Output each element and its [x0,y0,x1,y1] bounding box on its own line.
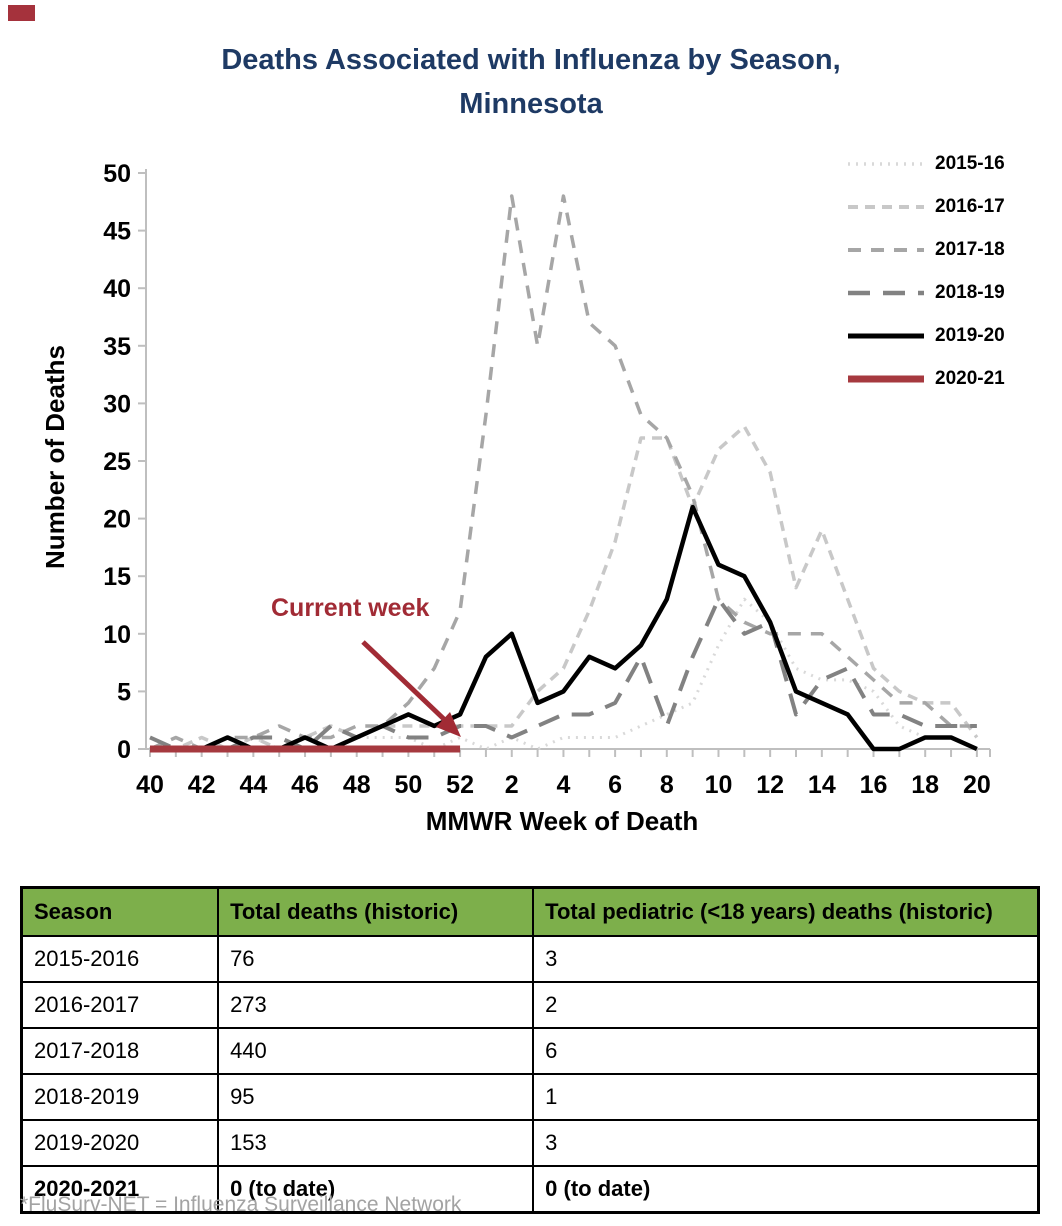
pediatric-deaths-cell: 3 [532,1119,1040,1167]
chart-legend: 2015-16 2016-17 2017-18 2018-19 2019-20 2020-… [846,142,1005,400]
chart-title: Deaths Associated with Influenza by Seas… [0,38,1062,126]
col-header-pediatric: Total pediatric (<18 years) deaths (hist… [532,886,1040,937]
legend-item-2019-20: 2019-20 [846,314,1005,357]
x-tick-label: 14 [808,771,836,799]
current-week-annotation: Current week [271,594,430,622]
table-header-row: Season Total deaths (historic) Total ped… [20,886,1040,937]
legend-line-swatch [848,247,924,252]
y-tick-label: 20 [103,506,131,534]
y-axis-title: Number of Deaths [40,345,70,569]
table-row: 2015-2016 76 3 [20,935,1040,983]
legend-item-2017-18: 2017-18 [846,228,1005,271]
total-deaths-cell: 76 [217,935,535,983]
series-line-2018-19 [149,597,977,751]
x-tick-label: 18 [911,771,939,799]
legend-item-2016-17: 2016-17 [846,185,1005,228]
table-row: 2016-2017 273 2 [20,981,1040,1029]
y-tick-label: 10 [103,621,131,649]
legend-item-2020-21: 2020-21 [846,357,1005,400]
chart-title-line1: Deaths Associated with Influenza by Seas… [221,44,841,76]
series-line-2016-17 [150,424,979,751]
series-line-2017-18 [149,194,977,751]
legend-line-swatch [848,290,924,295]
legend-label: 2019-20 [935,324,1005,346]
total-deaths-cell: 440 [217,1027,535,1075]
y-tick-label: 40 [103,275,131,303]
x-tick-label: 10 [705,771,733,799]
pediatric-deaths-cell: 3 [532,935,1040,983]
pediatric-deaths-cell: 1 [532,1073,1040,1121]
current-week-arrow [361,640,461,737]
total-deaths-cell: 0 (to date) [217,1165,535,1214]
col-header-total: Total deaths (historic) [217,886,535,937]
legend-line-swatch [848,375,924,382]
legend-line-swatch [848,333,924,338]
x-tick-label: 44 [239,771,267,799]
table-row: 2017-2018 440 6 [20,1027,1040,1075]
x-tick-label: 16 [860,771,888,799]
x-tick-label: 42 [188,771,216,799]
legend-label: 2020-21 [935,367,1005,389]
y-tick-label: 35 [103,333,131,361]
season-cell: 2015-2016 [20,935,220,983]
table-row: 2019-2020 153 3 [20,1119,1040,1167]
chart-title-line2: Minnesota [459,88,603,120]
pediatric-deaths-cell: 2 [532,981,1040,1029]
y-tick-label: 45 [103,218,131,246]
legend-label: 2018-19 [935,281,1005,303]
x-tick-label: 48 [343,771,371,799]
legend-line-swatch [848,161,924,166]
pediatric-deaths-cell: 6 [532,1027,1040,1075]
x-tick-label: 46 [291,771,319,799]
y-tick-label: 30 [103,390,131,418]
season-cell: 2017-2018 [20,1027,220,1075]
total-deaths-cell: 95 [217,1073,535,1121]
season-cell: 2018-2019 [20,1073,220,1121]
y-tick-label: 5 [117,678,131,706]
season-cell: 2019-2020 [20,1119,220,1167]
x-tick-label: 40 [136,771,164,799]
x-tick-label: 2 [505,771,519,799]
pediatric-deaths-cell: 0 (to date) [532,1165,1040,1214]
corner-red-mark [8,5,35,21]
legend-item-2018-19: 2018-19 [846,271,1005,314]
season-cell: 2020-2021 [20,1165,220,1214]
x-tick-label: 4 [556,771,570,799]
x-tick-label: 6 [608,771,622,799]
total-deaths-cell: 153 [217,1119,535,1167]
total-deaths-cell: 273 [217,981,535,1029]
x-tick-label: 50 [394,771,422,799]
legend-label: 2017-18 [935,238,1005,260]
x-axis-title: MMWR Week of Death [425,806,699,836]
table-row: 2018-2019 95 1 [20,1073,1040,1121]
x-tick-label: 20 [963,771,991,799]
season-summary-table: Season Total deaths (historic) Total ped… [20,886,1040,1214]
footer-note: *FluSurv-NET = Influenza Surveillance Ne… [20,1193,462,1216]
y-tick-label: 25 [103,448,131,476]
season-cell: 2016-2017 [20,981,220,1029]
series-line-2019-20 [150,504,978,752]
legend-label: 2015-16 [935,152,1005,174]
legend-line-swatch [848,204,924,209]
legend-item-2015-16: 2015-16 [846,142,1005,185]
x-tick-label: 12 [756,771,784,799]
y-tick-label: 15 [103,563,131,591]
col-header-season: Season [20,886,220,937]
legend-label: 2016-17 [935,195,1005,217]
x-tick-label: 8 [660,771,674,799]
x-tick-label: 52 [446,771,474,799]
y-tick-label: 0 [117,736,131,764]
table-row: 2020-2021 0 (to date) 0 (to date) [20,1165,1040,1214]
y-tick-label: 50 [103,160,131,188]
